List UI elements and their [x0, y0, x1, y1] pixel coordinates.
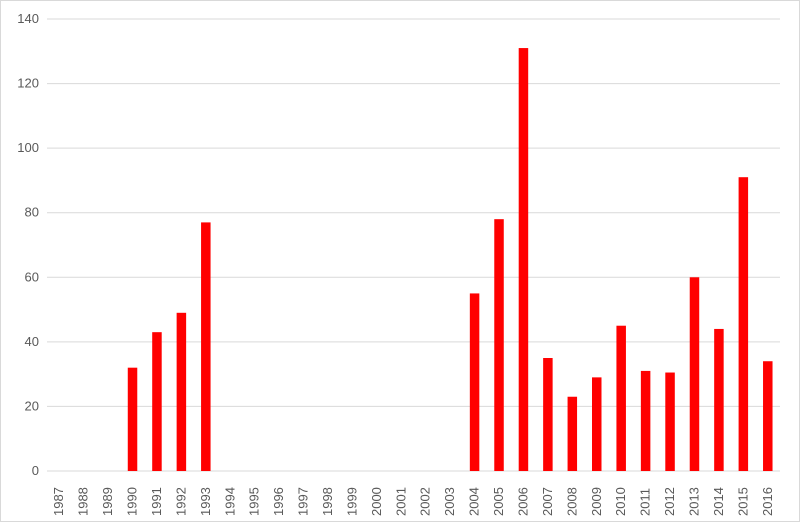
x-tick-label: 2014 [711, 487, 726, 516]
bar-2012 [665, 372, 675, 471]
x-axis-ticks: 1987 1988 1989 1990 1991 1992 1993 1994 1995 1996… [51, 487, 775, 516]
bar-2009 [592, 377, 602, 471]
bar-1993 [201, 222, 211, 471]
x-tick-label: 2007 [540, 487, 555, 516]
y-tick-label: 40 [25, 334, 39, 349]
bar-2011 [640, 370, 651, 471]
x-tick-label: 2016 [760, 487, 775, 516]
bar-1991 [152, 332, 162, 471]
gridlines [47, 18, 780, 472]
x-tick-label: 1994 [222, 487, 237, 516]
x-tick-label: 1997 [296, 487, 311, 516]
x-tick-label: 2000 [369, 487, 384, 516]
x-tick-label: 2010 [613, 487, 628, 516]
x-tick-label: 2001 [393, 487, 408, 516]
bar-2006 [518, 48, 529, 472]
y-tick-label: 20 [25, 398, 39, 413]
y-tick-label: 100 [17, 140, 39, 155]
y-axis-ticks: 0 20 40 60 80 100 120 140 [17, 11, 39, 478]
bar-2016 [763, 361, 773, 471]
x-tick-label: 1988 [76, 487, 91, 516]
x-tick-label: 2003 [442, 487, 457, 516]
x-tick-label: 1999 [344, 487, 359, 516]
x-tick-label: 2002 [418, 487, 433, 516]
bar-2005 [494, 219, 504, 471]
x-tick-label: 2004 [467, 487, 482, 516]
bar-1992 [176, 312, 187, 471]
bar-2013 [689, 277, 700, 471]
x-tick-label: 1996 [271, 487, 286, 516]
x-tick-label: 2013 [686, 487, 701, 516]
x-tick-label: 1992 [173, 487, 188, 516]
x-tick-label: 1995 [247, 487, 262, 516]
x-tick-label: 1989 [100, 487, 115, 516]
bar-2007 [543, 358, 553, 471]
y-tick-label: 60 [25, 269, 39, 284]
x-tick-label: 2008 [564, 487, 579, 516]
x-tick-label: 1991 [149, 487, 164, 516]
y-tick-label: 80 [25, 205, 39, 220]
x-tick-label: 2006 [515, 487, 530, 516]
y-tick-label: 120 [17, 76, 39, 91]
bars [127, 48, 773, 472]
bar-1990 [127, 367, 138, 471]
bar-2004 [469, 293, 480, 471]
x-tick-label: 1998 [320, 487, 335, 516]
x-tick-label: 2005 [491, 487, 506, 516]
x-tick-label: 2015 [735, 487, 750, 516]
x-tick-label: 2012 [662, 487, 677, 516]
x-tick-label: 1993 [198, 487, 213, 516]
x-tick-label: 1990 [125, 487, 140, 516]
y-tick-label: 0 [32, 463, 39, 478]
bar-2010 [616, 325, 626, 471]
y-tick-label: 140 [17, 11, 39, 26]
bar-2008 [567, 396, 578, 471]
x-tick-label: 2011 [638, 488, 653, 516]
x-tick-label: 2009 [589, 487, 604, 516]
bar-2015 [738, 177, 749, 471]
x-tick-label: 1987 [51, 487, 66, 516]
bar-2014 [714, 328, 724, 471]
